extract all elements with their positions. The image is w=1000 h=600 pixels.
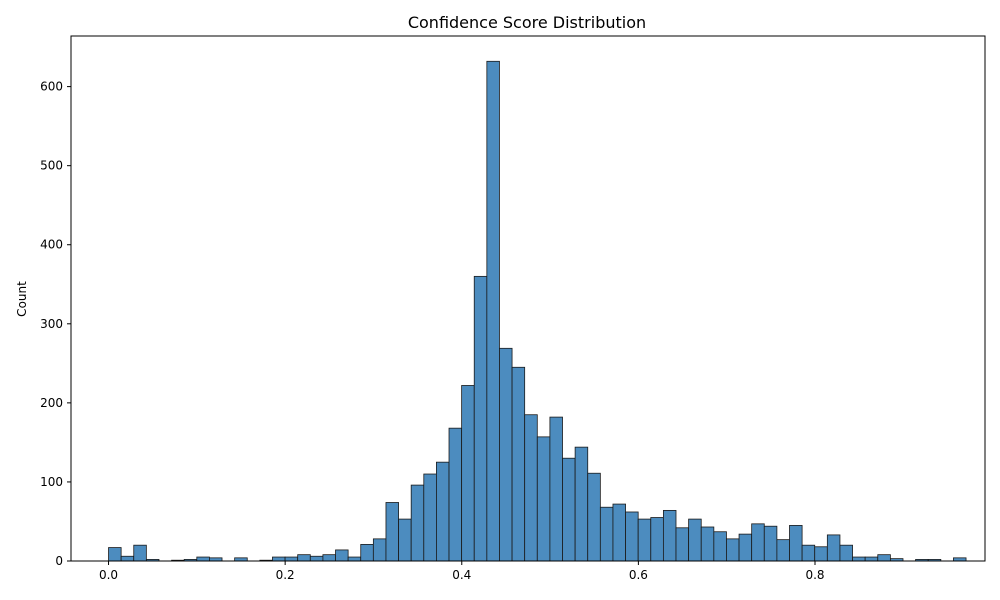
histogram-bar (763, 525, 778, 562)
histogram-bar (347, 556, 362, 562)
x-tick-label: 0.8 (805, 568, 824, 582)
histogram-bar (877, 554, 891, 562)
histogram-bar (385, 502, 399, 562)
histogram-bar (499, 347, 513, 562)
histogram-bar (272, 556, 286, 562)
histogram-bar (562, 457, 576, 562)
x-tick-label: 0.4 (452, 568, 471, 582)
histogram-bar (852, 556, 866, 562)
histogram-bar (574, 446, 589, 562)
histogram-bar (801, 544, 816, 562)
histogram-bar (297, 554, 311, 562)
y-tick-label: 0 (55, 554, 63, 568)
histogram-bar (738, 533, 753, 562)
histogram-bar (196, 556, 210, 562)
x-tick-label: 0.2 (276, 568, 295, 582)
histogram-bar (335, 549, 349, 562)
x-tick-label: 0.6 (629, 568, 648, 582)
histogram-bar (789, 525, 803, 562)
y-tick-label: 200 (40, 396, 63, 410)
histogram-bar (410, 484, 425, 562)
histogram-bar (486, 60, 500, 562)
histogram-bar (108, 547, 122, 562)
axes-group: 0.0 0.2 0.4 0.6 0.8 0 100 200 300 400 500 600 (40, 35, 986, 582)
histogram-bar (625, 511, 639, 562)
plot-frame (70, 35, 986, 562)
histogram-bar (448, 427, 463, 562)
histogram-bar (612, 503, 626, 562)
histogram-bar (284, 556, 299, 562)
histogram-bar (511, 366, 526, 562)
histogram-bar (461, 385, 475, 562)
histogram-bar (120, 555, 135, 562)
y-tick-label: 100 (40, 475, 63, 489)
y-tick-label: 400 (40, 238, 63, 252)
histogram-bar (826, 534, 841, 562)
histogram-bar (650, 517, 664, 562)
histogram-bar (599, 506, 614, 562)
histogram-bar (372, 538, 387, 562)
histogram-bar (436, 461, 450, 562)
histogram-bar (473, 275, 488, 562)
histogram-bar (751, 523, 765, 562)
histogram-bar (675, 527, 690, 562)
histogram-bar (133, 544, 147, 562)
histogram-bar (587, 472, 601, 562)
y-tick-label: 600 (40, 80, 63, 94)
histogram-bar (726, 538, 740, 562)
histogram-bar (309, 555, 324, 562)
histogram-bar (700, 526, 715, 562)
y-tick-label: 300 (40, 317, 63, 331)
histogram-bar (360, 543, 374, 562)
histogram-bar (713, 531, 727, 562)
y-axis-label: Count (15, 281, 29, 317)
histogram-bar (398, 518, 412, 562)
histogram-bar (549, 416, 563, 562)
histogram-bar (524, 414, 538, 562)
histogram-bar (662, 509, 677, 562)
histogram-bar (864, 556, 879, 562)
bars-group (108, 60, 967, 562)
histogram-bar (814, 546, 828, 562)
histogram-bar (423, 473, 437, 562)
histogram-bar (688, 518, 702, 562)
x-tick-label: 0.0 (99, 568, 118, 582)
histogram-bar (322, 554, 336, 562)
histogram-bar (637, 518, 652, 562)
histogram-bar (776, 539, 790, 562)
histogram-bar (536, 436, 551, 562)
y-tick-label: 500 (40, 159, 63, 173)
chart-title: Confidence Score Distribution (408, 13, 646, 32)
histogram-bar (839, 544, 853, 562)
